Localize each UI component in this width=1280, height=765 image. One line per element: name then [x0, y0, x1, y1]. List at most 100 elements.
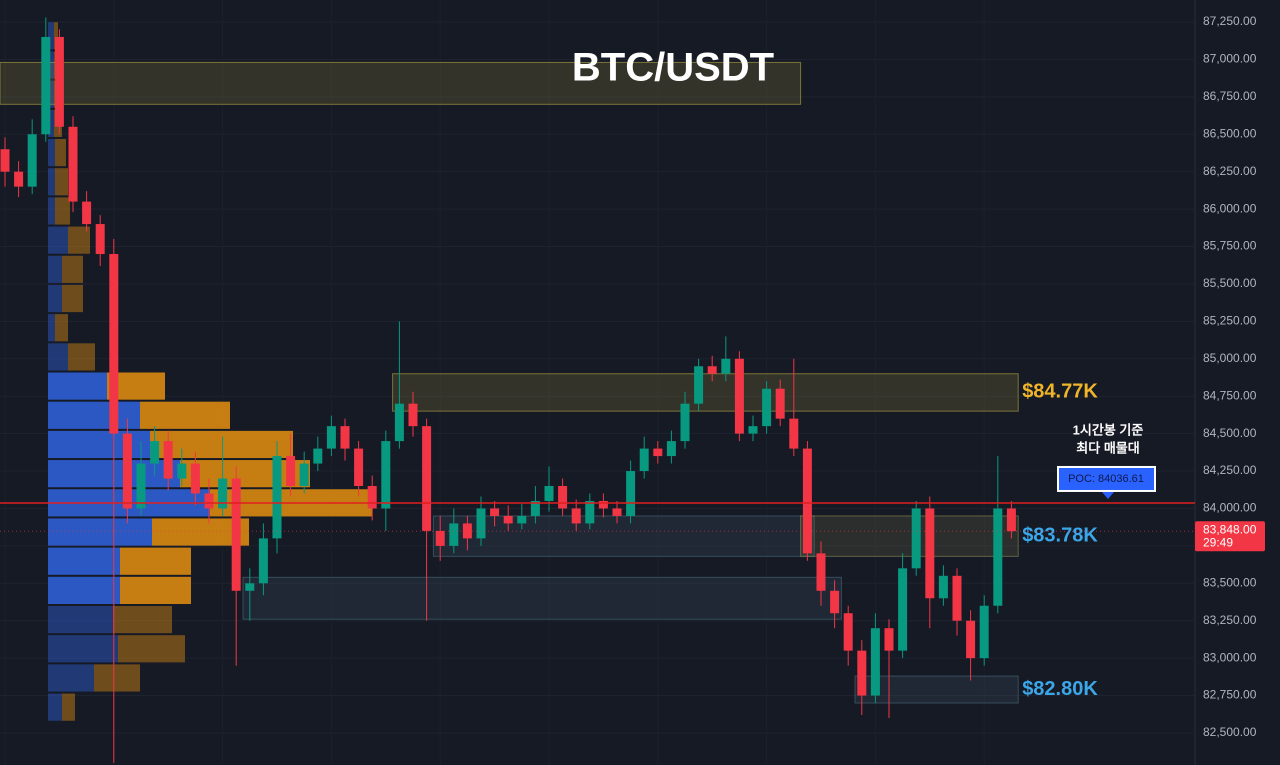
y-tick-label: 84,500.00: [1203, 426, 1257, 440]
profile-sell: [120, 576, 191, 604]
profile-buy: [48, 139, 55, 167]
profile-buy: [48, 284, 62, 313]
poc-pointer: [1102, 491, 1114, 499]
candle-body: [326, 426, 336, 449]
candle-body: [27, 134, 37, 187]
candle-body: [517, 515, 527, 524]
candle-body: [898, 568, 908, 651]
candle-body: [449, 523, 459, 546]
candle-body: [41, 36, 51, 135]
profile-buy: [48, 518, 152, 546]
candle-body: [231, 478, 241, 591]
profile-buy: [48, 547, 120, 575]
y-tick-label: 86,250.00: [1203, 164, 1257, 178]
profile-buy: [48, 314, 55, 342]
candle-body: [313, 448, 323, 464]
profile-buy: [48, 51, 54, 79]
candle-body: [857, 650, 867, 696]
candle-body: [0, 149, 10, 172]
profile-buy: [48, 343, 68, 371]
candle-body: [612, 508, 622, 516]
profile-sell: [62, 255, 83, 283]
candle-body: [272, 456, 282, 539]
profile-buy: [48, 197, 55, 225]
countdown: 29:49: [1203, 535, 1233, 549]
profile-sell: [68, 226, 90, 254]
y-tick-label: 84,750.00: [1203, 388, 1257, 402]
candle-body: [245, 583, 255, 591]
candle-body: [530, 500, 540, 516]
candle-body: [789, 418, 799, 449]
candle-body: [435, 530, 445, 546]
profile-buy: [48, 168, 55, 196]
y-tick-label: 87,000.00: [1203, 52, 1257, 66]
profile-buy: [48, 635, 118, 663]
candle-body: [707, 366, 717, 374]
candle-body: [394, 403, 404, 442]
candle-body: [503, 515, 513, 524]
candle-body: [286, 456, 296, 487]
candle-body: [558, 486, 568, 509]
zone: [432, 515, 815, 557]
y-tick-label: 83,500.00: [1203, 575, 1257, 589]
candle-body: [979, 605, 989, 659]
poc-label: POC: 84036.61: [1068, 473, 1144, 485]
y-tick-label: 83,250.00: [1203, 613, 1257, 627]
profile-sell: [118, 635, 185, 663]
candle-body: [802, 448, 812, 554]
candle-body: [830, 590, 840, 614]
zone: [392, 373, 1019, 412]
candle-body: [177, 463, 187, 479]
profile-buy: [48, 693, 62, 721]
candle-body: [299, 463, 309, 487]
candle-body: [367, 486, 377, 509]
y-tick-label: 87,250.00: [1203, 14, 1257, 28]
candle-body: [136, 463, 146, 509]
profile-sell: [150, 430, 293, 459]
candle-body: [544, 486, 554, 501]
candle-body: [163, 441, 173, 479]
candle-body: [626, 471, 636, 516]
candle-body: [694, 366, 704, 404]
poc-box: [1057, 465, 1156, 492]
zone: [800, 515, 1019, 557]
zone-label: $84.77K: [1022, 381, 1098, 403]
profile-buy: [48, 430, 150, 459]
profile-sell: [94, 664, 140, 692]
candle-body: [666, 441, 676, 457]
profile-buy: [48, 401, 140, 429]
candle-body: [870, 628, 880, 696]
candle-body: [816, 553, 826, 591]
candle-body: [68, 126, 78, 202]
profile-sell: [120, 547, 191, 575]
candle-body: [680, 403, 690, 442]
y-tick-label: 82,750.00: [1203, 688, 1257, 702]
profile-sell: [54, 22, 58, 50]
annotation: 1시간봉 기준: [1073, 422, 1144, 437]
candle-body: [952, 575, 962, 621]
candle-body: [966, 620, 976, 659]
candle-body: [258, 538, 268, 584]
profile-buy: [48, 255, 62, 283]
candle-body: [14, 171, 24, 187]
candle-body: [762, 388, 772, 427]
y-tick-label: 86,000.00: [1203, 201, 1257, 215]
candle-body: [884, 628, 894, 651]
y-tick-label: 84,000.00: [1203, 501, 1257, 515]
profile-buy: [48, 664, 94, 692]
candle-body: [653, 448, 663, 457]
candle-body: [585, 500, 595, 524]
profile-sell: [55, 197, 70, 225]
candle-body: [734, 358, 744, 434]
candle-body: [122, 433, 132, 509]
candle-body: [925, 508, 935, 599]
profile-sell: [62, 693, 75, 721]
zone-label: $82.80K: [1022, 678, 1098, 700]
candle-body: [721, 358, 731, 374]
last-price-label: 83,848.00: [1203, 522, 1257, 536]
chart-title: BTC/USDT: [572, 46, 774, 90]
zone: [0, 61, 802, 105]
candle-body: [190, 463, 200, 494]
